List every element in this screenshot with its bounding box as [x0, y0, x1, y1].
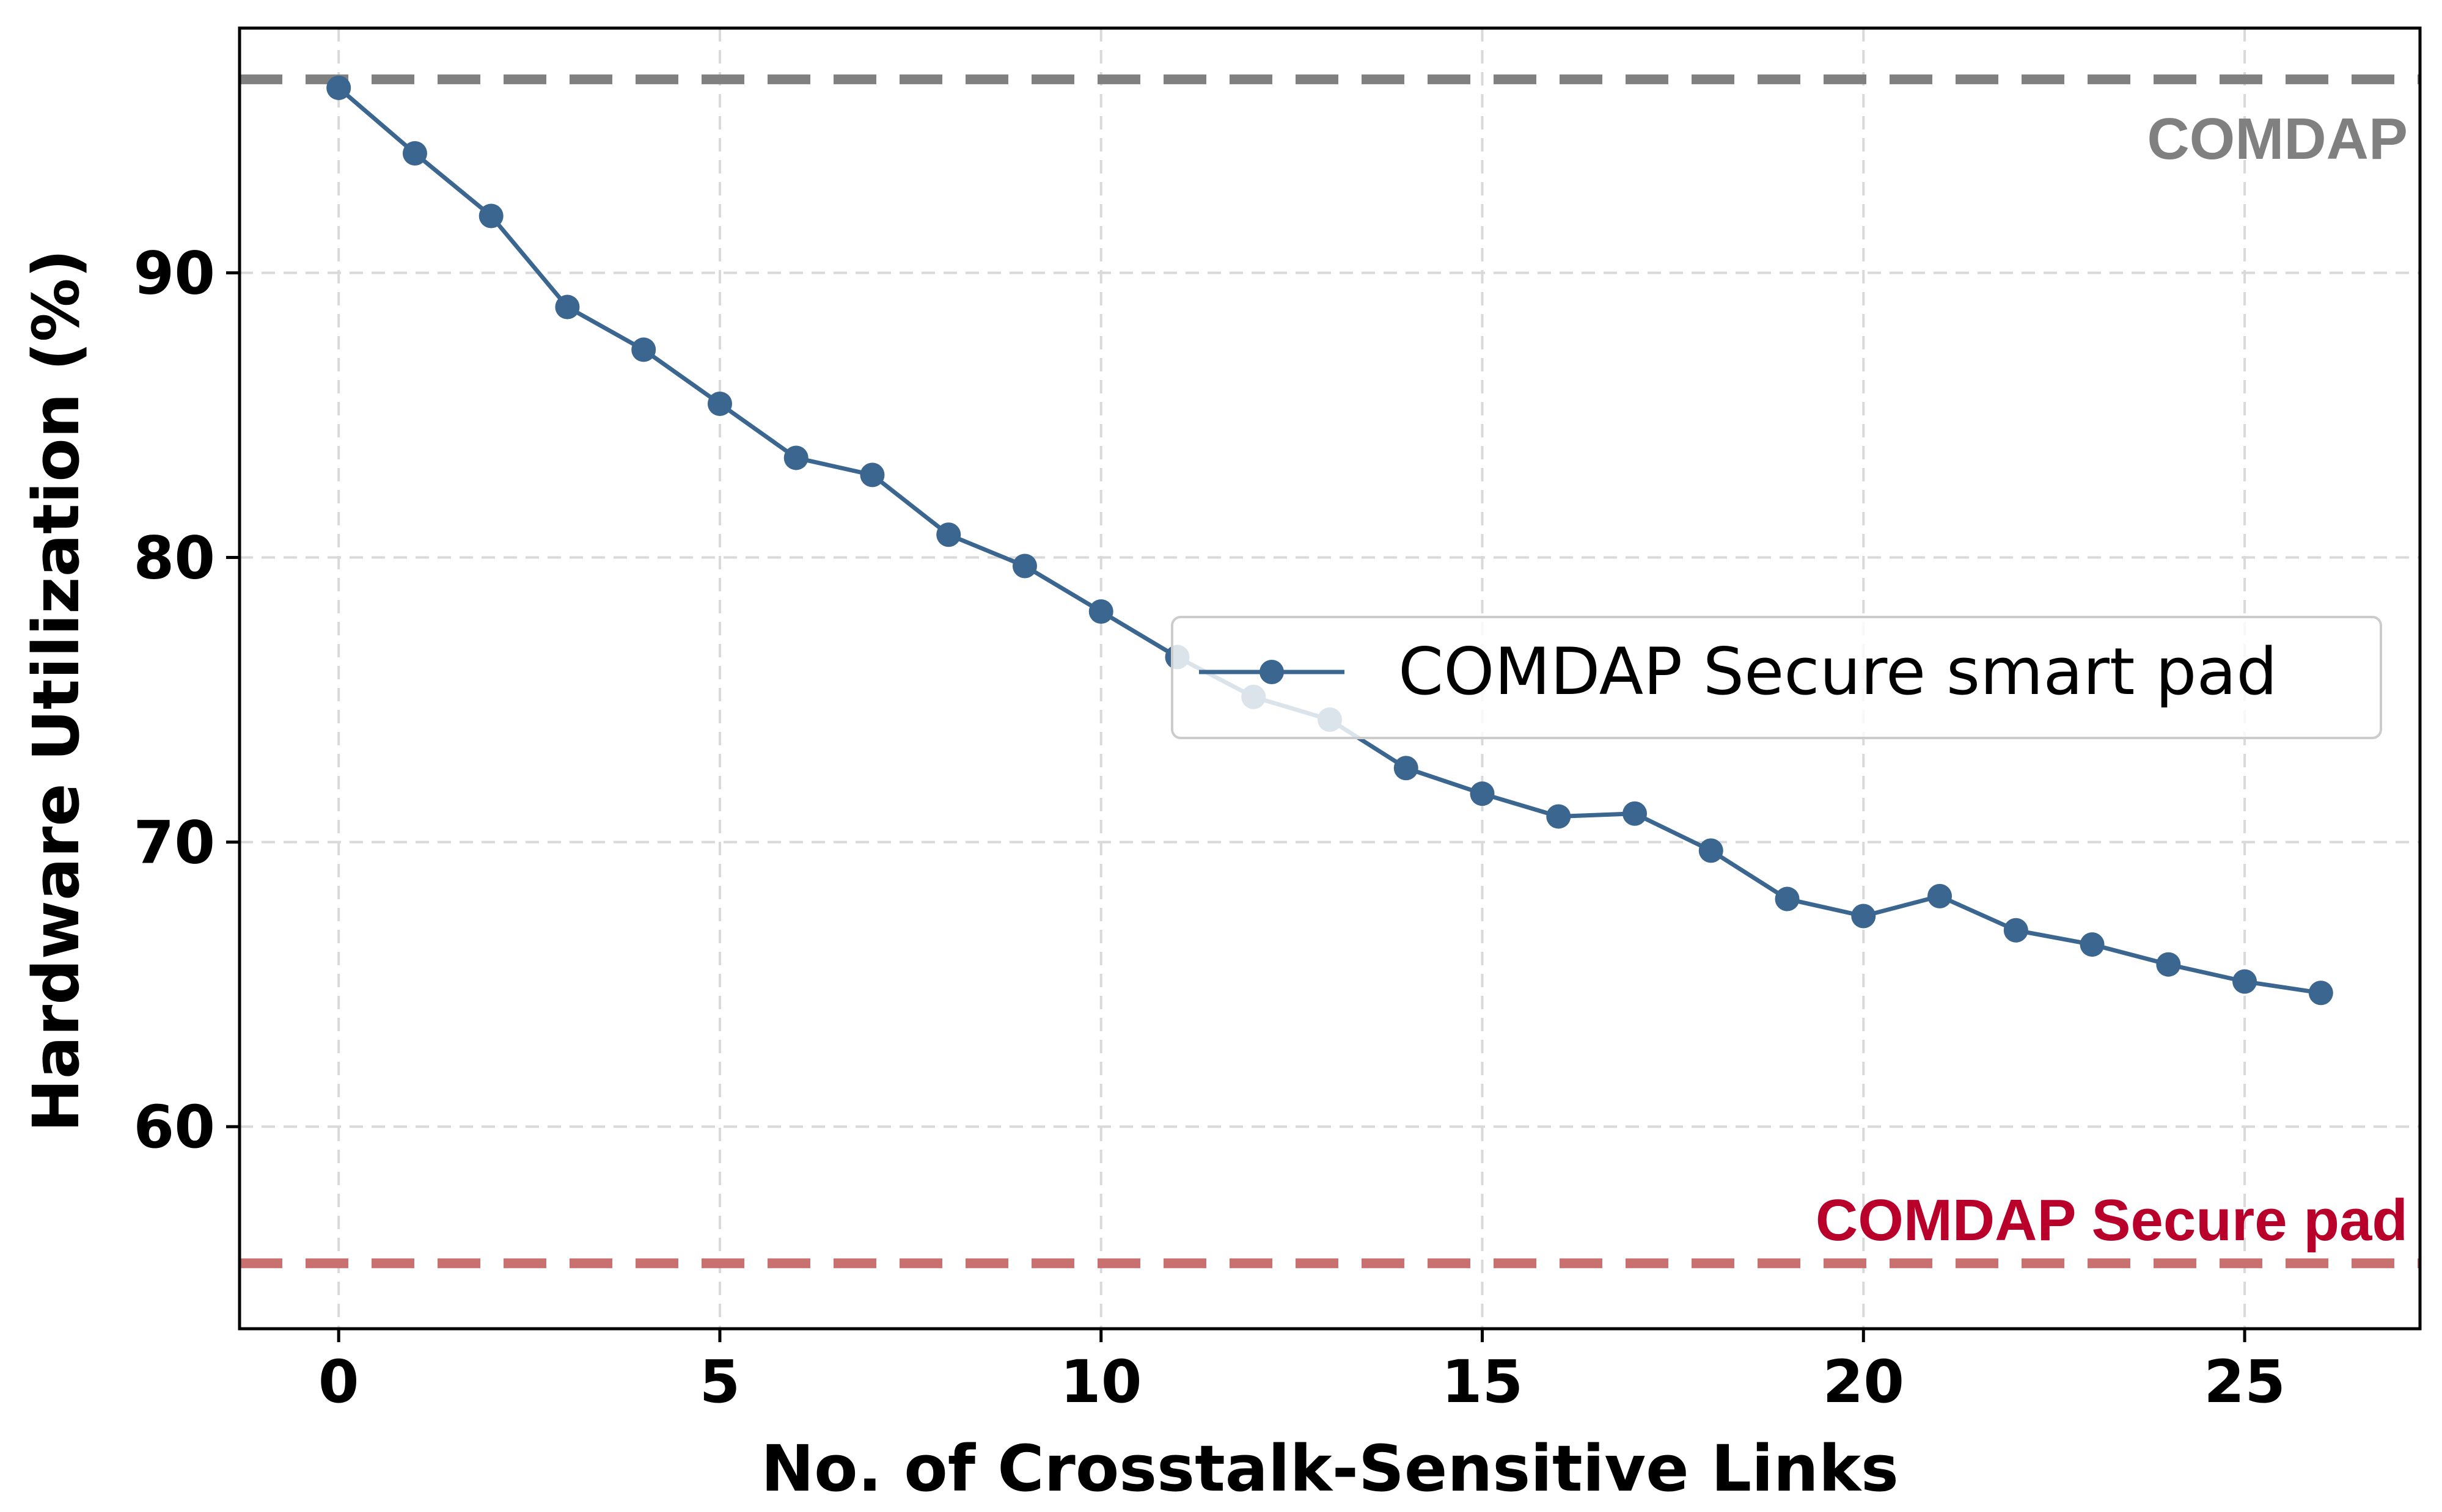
y-axis-title: Hardware Utilization (%): [19, 249, 94, 1132]
data-point: [1927, 883, 1953, 908]
data-point: [1546, 804, 1571, 829]
data-point: [2003, 918, 2028, 943]
data-series: [326, 75, 2333, 1006]
data-point: [479, 203, 504, 228]
y-tick-label: 80: [133, 524, 215, 593]
data-point: [402, 141, 427, 166]
data-point: [1393, 756, 1418, 781]
data-point: [1775, 886, 1800, 911]
data-point: [1623, 801, 1648, 826]
data-point: [326, 75, 351, 100]
data-point: [555, 294, 580, 320]
legend-label: COMDAP Secure smart pad: [1398, 634, 2278, 709]
data-point: [631, 337, 656, 362]
data-point: [860, 462, 885, 488]
reference-lines: COMDAP COMDAP Secure pad: [240, 74, 2420, 1268]
reference-line-label: COMDAP Secure pad: [1816, 1188, 2408, 1253]
data-point: [1470, 781, 1495, 806]
data-point: [707, 391, 732, 416]
x-tick-label: 25: [2204, 1348, 2286, 1416]
data-point: [2232, 969, 2257, 994]
reference-line-label: COMDAP: [2147, 106, 2408, 172]
data-point: [936, 522, 961, 547]
plot-frame: [238, 26, 2422, 1331]
data-point: [1012, 553, 1037, 579]
axis-ticks: 0 5 10 15 20 25 60 70 80 90: [133, 239, 2285, 1416]
data-point: [1698, 838, 1723, 863]
legend: COMDAP Secure smart pad: [1171, 616, 2382, 739]
x-tick-label: 5: [700, 1348, 741, 1416]
series-line: [337, 86, 2322, 995]
x-axis-title: No. of Crosstalk-Sensitive Links: [761, 1431, 1899, 1506]
x-tick-label: 10: [1060, 1348, 1142, 1416]
x-tick-label: 15: [1442, 1348, 1524, 1416]
x-tick-label: 20: [1822, 1348, 1904, 1416]
data-point: [1088, 599, 1113, 624]
y-tick-label: 90: [133, 239, 215, 308]
data-point: [2308, 981, 2333, 1006]
data-point: [2156, 952, 2181, 977]
data-point: [783, 445, 809, 470]
y-tick-label: 70: [133, 808, 215, 877]
x-tick-label: 0: [318, 1348, 359, 1416]
legend-box: [1171, 616, 2382, 739]
legend-marker-swatch: [1260, 660, 1284, 684]
data-point: [2080, 932, 2105, 957]
y-tick-label: 60: [133, 1093, 215, 1161]
data-point: [1851, 904, 1876, 929]
